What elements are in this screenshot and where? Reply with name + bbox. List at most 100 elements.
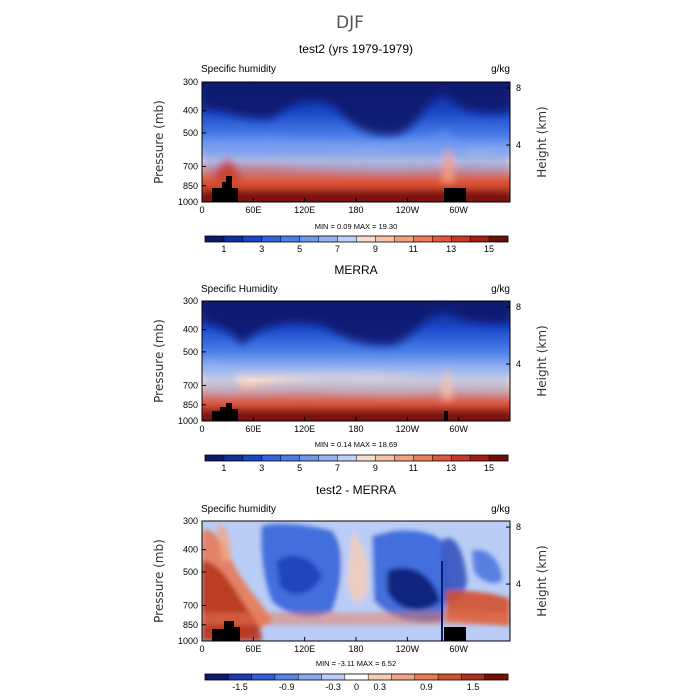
pressure-tick-label: 850 — [183, 181, 198, 191]
colorbar-swatch — [438, 674, 462, 680]
colorbar-tick-label: -0.3 — [325, 682, 341, 692]
height-tick-label: 4 — [516, 140, 521, 150]
colorbar-tick-label: 0.9 — [420, 682, 433, 692]
colorbar-swatch — [368, 674, 392, 680]
height-tick-label: 8 — [516, 522, 521, 532]
longitude-tick-label: 180 — [348, 424, 363, 434]
colorbar-swatch — [489, 455, 509, 461]
colorbar-tick-label: 3 — [259, 244, 264, 254]
colorbar-swatch — [375, 455, 395, 461]
colorbar-tick-label: 5 — [297, 463, 302, 473]
surface-max-band — [202, 190, 510, 202]
colorbar-swatch — [223, 236, 244, 242]
contour-plot — [202, 521, 510, 641]
y2-axis-label: Height (km) — [535, 545, 549, 616]
colorbar-tick-label: 7 — [335, 244, 340, 254]
pressure-tick-label: 300 — [183, 516, 198, 526]
panel-title: MERRA — [334, 263, 377, 277]
panel-title: test2 - MERRA — [316, 483, 396, 497]
colorbar-swatch — [489, 236, 509, 242]
colorbar-swatch — [205, 455, 225, 461]
y2-axis-label: Height (km) — [535, 106, 549, 177]
colorbar-swatch — [337, 236, 357, 242]
height-tick-label: 8 — [516, 302, 521, 312]
longitude-tick-label: 60E — [245, 644, 261, 654]
pressure-tick-label: 850 — [183, 400, 198, 410]
colorbar-frame — [204, 673, 509, 681]
panel-2: MERRA Specific Humidity g/kg — [201, 263, 511, 422]
colorbar-swatch — [432, 455, 452, 461]
colorbar-tick-label: 5 — [297, 244, 302, 254]
min-max-stats: MIN = -3.11 MAX = 6.52 — [316, 659, 396, 668]
colorbar-swatch — [451, 236, 471, 242]
colorbar-tick-label: 0.3 — [374, 682, 387, 692]
longitude-tick-label: 120E — [294, 424, 315, 434]
colorbar-swatch — [251, 674, 276, 680]
colorbar-tick-label: 0 — [354, 682, 359, 692]
colorbar-swatch — [242, 236, 263, 242]
colorbar-tick-label: 15 — [484, 463, 494, 473]
colorbar-swatch — [280, 236, 300, 242]
colorbar-tick-label: 7 — [335, 463, 340, 473]
colorbar-swatch — [432, 236, 452, 242]
min-max-stats: MIN = 0.09 MAX = 19.30 — [315, 222, 398, 231]
longitude-tick-label: 60W — [449, 424, 468, 434]
colorbar-swatch — [413, 236, 433, 242]
longitude-tick-label: 0 — [199, 644, 204, 654]
height-tick-label: 4 — [516, 359, 521, 369]
colorbar-swatch — [298, 674, 322, 680]
units-label: g/kg — [491, 504, 510, 515]
colorbar-tick-label: 13 — [446, 463, 456, 473]
y-axis-label: Pressure (mb) — [152, 539, 166, 623]
colorbar-tick-label: -1.5 — [232, 682, 248, 692]
colorbar-swatch — [321, 674, 346, 680]
colorbar-swatch — [470, 236, 490, 242]
colorbar-swatch — [394, 236, 414, 242]
units-label: g/kg — [491, 64, 510, 75]
pressure-tick-label: 700 — [183, 600, 198, 610]
colorbar-swatch — [318, 455, 338, 461]
longitude-tick-label: 60W — [449, 644, 468, 654]
weak-positive-plume — [347, 531, 369, 603]
mid-moist-band — [202, 361, 510, 401]
pressure-tick-label: 500 — [183, 567, 198, 577]
colorbar-swatch — [391, 674, 416, 680]
upper-positive-plume — [217, 525, 231, 561]
colorbar-swatch — [344, 674, 369, 680]
pressure-tick-label: 400 — [183, 545, 198, 555]
longitude-tick-label: 0 — [199, 424, 204, 434]
colorbar-tick-label: 9 — [373, 244, 378, 254]
units-label: g/kg — [491, 284, 510, 295]
colorbar-swatch — [337, 455, 357, 461]
colorbar-swatch — [451, 455, 471, 461]
colorbar-swatch — [484, 674, 509, 680]
colorbar-swatch — [261, 236, 282, 242]
colorbar-swatch — [413, 455, 433, 461]
longitude-tick-label: 60W — [449, 205, 468, 215]
colorbar-swatch — [280, 455, 300, 461]
colorbar-tick-label: 11 — [409, 463, 418, 473]
colorbar-swatch — [414, 674, 439, 680]
strong-negative-core — [277, 556, 322, 594]
dry-upper-region — [202, 301, 510, 346]
pressure-tick-label: 850 — [183, 620, 198, 630]
topography — [212, 621, 466, 641]
colorbar-swatch — [461, 674, 485, 680]
longitude-tick-label: 0 — [199, 205, 204, 215]
contour-plot — [202, 82, 510, 202]
height-tick-label: 4 — [516, 579, 521, 589]
longitude-tick-label: 60E — [245, 424, 261, 434]
colorbar-swatch — [261, 455, 282, 461]
colorbar-tick-label: 13 — [446, 244, 456, 254]
pressure-tick-label: 300 — [183, 77, 198, 87]
colorbar-swatch — [299, 236, 319, 242]
colorbar-tick-label: 9 — [373, 463, 378, 473]
andes-convection — [442, 148, 454, 182]
pressure-tick-label: 400 — [183, 106, 198, 116]
pressure-tick-label: 500 — [183, 347, 198, 357]
min-max-stats: MIN = 0.14 MAX = 18.69 — [315, 440, 398, 449]
mid-moist-band — [202, 130, 510, 177]
longitude-tick-label: 120E — [294, 644, 315, 654]
pressure-tick-label: 400 — [183, 325, 198, 335]
